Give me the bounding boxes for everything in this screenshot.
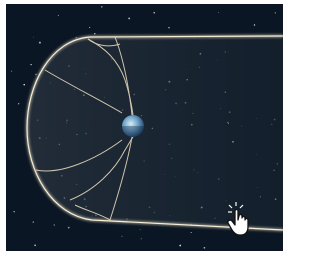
star [54,224,55,225]
star [275,12,276,13]
star [35,74,37,76]
star [34,244,36,246]
star [168,27,170,29]
star [101,6,102,7]
page: (() => { const data = JSON.parse(documen… [0,0,283,254]
star [33,222,34,223]
magnetosphere [27,36,283,230]
star [58,15,59,16]
star [30,64,31,65]
star [204,247,206,249]
star [140,229,141,230]
star [128,17,130,19]
star [179,245,181,247]
star [33,37,34,38]
star [39,42,41,44]
star [94,33,95,34]
star [23,84,24,85]
star [191,232,192,233]
star [11,71,12,72]
star [218,12,219,13]
star [89,27,90,28]
star [141,238,142,239]
star [121,236,122,237]
star [154,12,155,13]
star [68,227,70,229]
screenshot [0,0,283,254]
star [14,211,15,212]
illustration[interactable] [6,4,283,251]
star [18,103,19,104]
star [254,24,255,25]
